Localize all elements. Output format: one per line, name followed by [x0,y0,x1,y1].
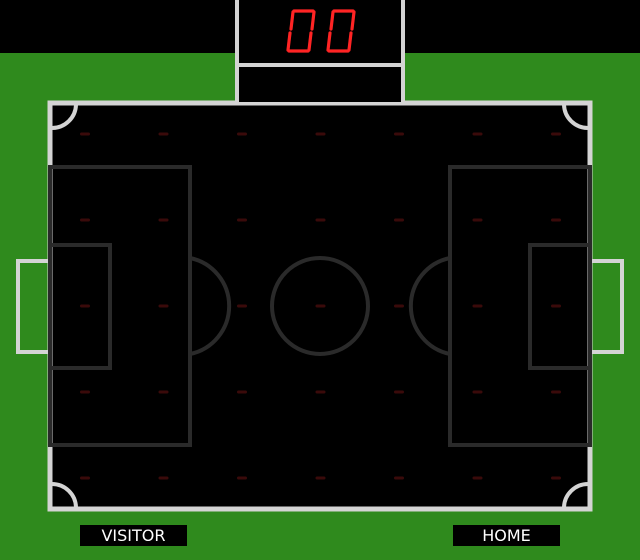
led-dot [551,304,561,308]
home-label: HOME [453,525,560,546]
digit-segment [350,10,356,31]
digit-segment [286,31,292,52]
right-goal [587,259,624,354]
corner-arc-top-right [562,104,589,131]
digit-segment [347,31,353,52]
led-dot [237,476,247,480]
led-dot [472,476,483,480]
visitor-label: VISITOR [80,525,187,546]
left-penalty-arc [189,256,232,356]
led-dot [315,218,326,222]
led-dot [80,304,90,308]
led-dot [394,476,404,480]
score-divider [239,63,401,67]
led-dot [551,390,561,394]
led-dot [394,304,404,308]
led-dot [80,476,90,480]
corner-arc-top-left [51,104,78,131]
led-dot [472,218,483,222]
digit-segment [310,10,316,31]
corner-arc-bottom-right [562,481,589,508]
digit-segment [289,10,295,31]
led-dot [237,218,247,222]
led-dot [158,476,169,480]
led-dot [472,132,483,136]
led-dot [158,218,169,222]
led-dot [315,390,326,394]
score-box [235,0,405,102]
led-dot [237,390,247,394]
right-goal-area [528,243,592,370]
led-dot [551,476,561,480]
corner-arc-bottom-left [51,481,78,508]
left-goal [16,259,53,354]
led-dot [80,132,90,136]
led-dot [472,304,483,308]
center-circle [270,256,370,356]
led-dot [472,390,483,394]
led-dot [158,390,169,394]
digit-segment [326,31,332,52]
led-dot [394,132,404,136]
right-penalty-arc [408,256,451,356]
score-display [286,9,356,53]
left-goal-area [48,243,112,370]
led-dot [158,132,169,136]
led-dot [394,390,404,394]
score-digit-left [286,9,316,53]
digit-segment [329,10,335,31]
led-dot [158,304,169,308]
led-dot [80,218,90,222]
led-dot [315,132,326,136]
score-digit-right [326,9,356,53]
led-dot [315,304,326,308]
digit-segment [307,31,313,52]
led-grid [80,132,561,480]
led-dot [394,218,404,222]
led-dot [80,390,90,394]
led-dot [237,132,247,136]
led-dot [315,476,326,480]
led-dot [551,132,561,136]
led-dot [551,218,561,222]
led-dot [237,304,247,308]
